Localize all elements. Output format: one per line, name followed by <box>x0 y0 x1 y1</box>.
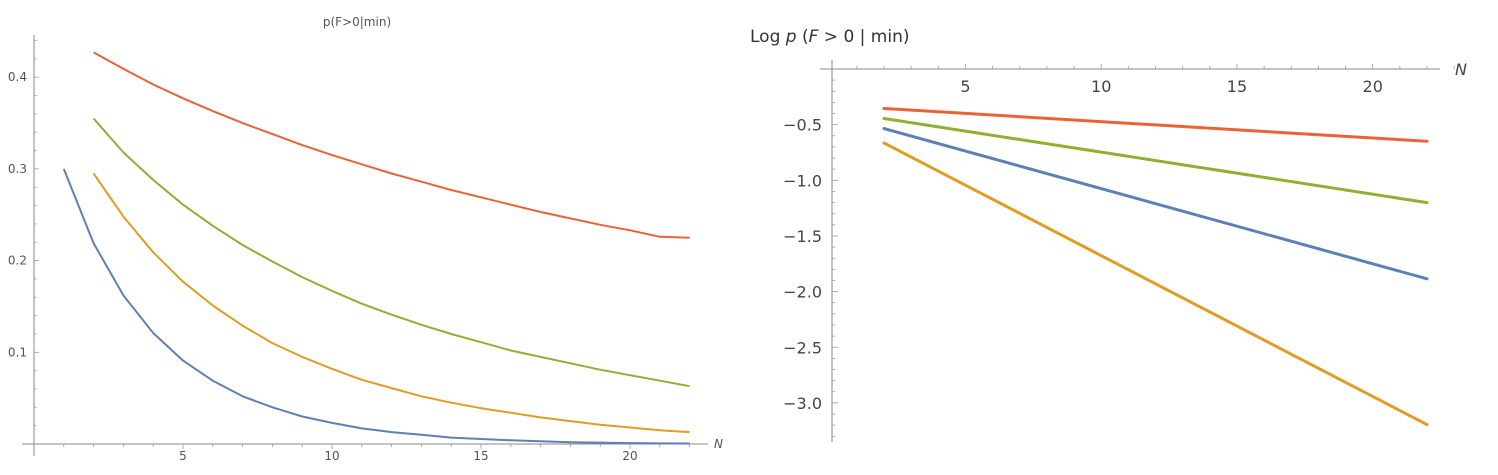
left-x-tick-label: 15 <box>473 449 488 463</box>
left-y-tick-label: 0.1 <box>8 345 27 359</box>
left-series-line-2 <box>92 172 690 434</box>
right-y-tick-label: −1.0 <box>783 171 822 190</box>
right-series-line-3 <box>882 117 1429 205</box>
left-x-tick-label: 20 <box>622 449 637 463</box>
right-x-tick-label: 10 <box>1091 77 1111 96</box>
right-title-open: ( <box>797 27 809 47</box>
right-x-tick-label: 20 <box>1363 77 1383 96</box>
right-x-tick-label: 5 <box>960 77 970 96</box>
left-series-line-3 <box>92 117 690 388</box>
right-title-rest: > 0 | min) <box>818 27 909 47</box>
right-x-axis-label: N <box>1455 60 1467 79</box>
right-series-line-1 <box>882 127 1429 281</box>
left-y-tick-label: 0.4 <box>8 70 27 84</box>
right-title-f: F <box>809 27 819 47</box>
right-title-log: Log <box>750 27 786 47</box>
right-y-tick-label: −0.5 <box>783 116 822 135</box>
left-y-tick-label: 0.3 <box>8 162 27 176</box>
right-title-p: p <box>785 27 797 47</box>
left-x-tick-label: 5 <box>179 449 187 463</box>
right-y-tick-label: −1.5 <box>783 227 822 246</box>
left-x-tick-label: 10 <box>324 449 339 463</box>
left-series-line-1 <box>62 168 690 445</box>
right-x-tick-label: 15 <box>1227 77 1247 96</box>
right-y-tick-label: −2.0 <box>783 283 822 302</box>
left-chart-title: p(F>0|min) <box>323 15 391 29</box>
right-series-line-4 <box>882 107 1429 143</box>
left-x-axis-label: N <box>714 437 723 451</box>
right-y-tick-label: −2.5 <box>783 338 822 357</box>
right-series-line-2 <box>882 141 1429 427</box>
left-y-tick-label: 0.2 <box>8 254 27 268</box>
right-y-tick-label: −3.0 <box>783 394 822 413</box>
left-chart: p(F>0|min) N 5 10 15 20 0.1 0.2 0.3 0.4 <box>8 15 723 463</box>
right-chart: Log p (F > 0 | min) N 5 10 15 20 −0.5 −1.0 −1.… <box>750 27 1467 442</box>
right-chart-title: Log p (F > 0 | min) <box>750 27 910 47</box>
left-series-line-4 <box>93 51 690 239</box>
